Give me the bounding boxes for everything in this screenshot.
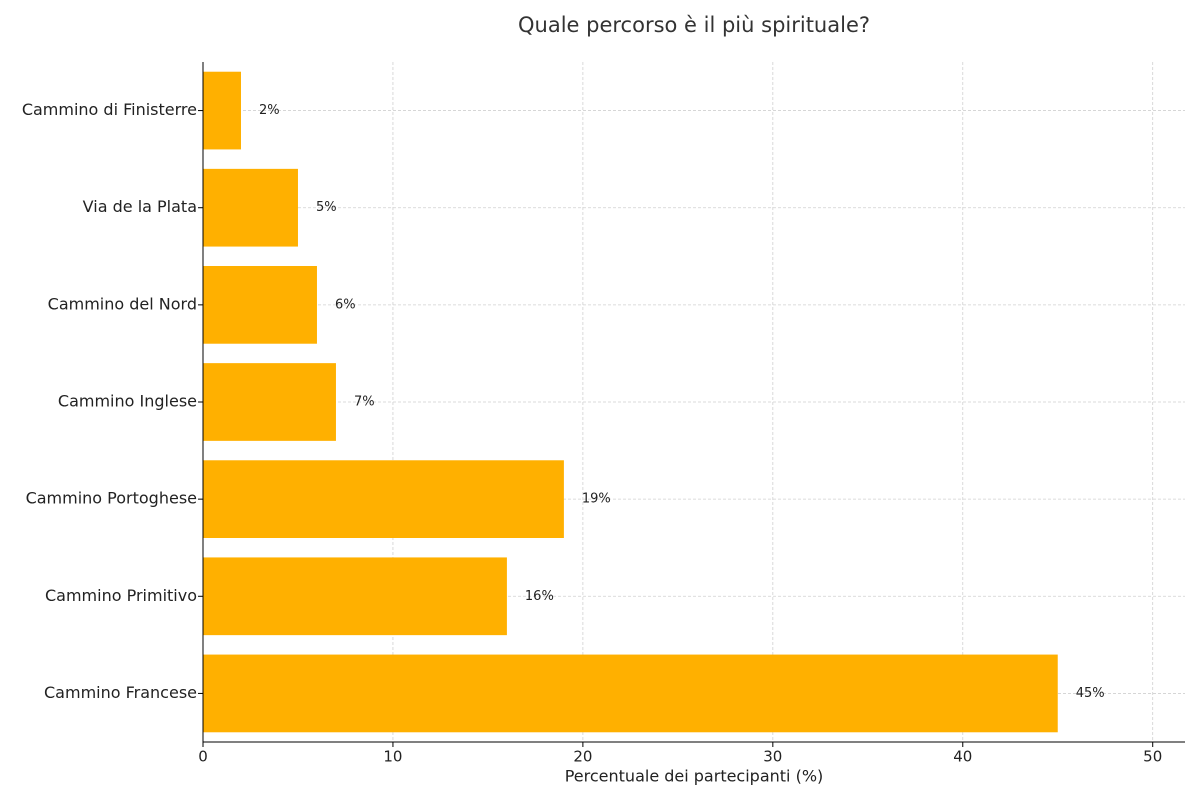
x-tick-label: 0 bbox=[198, 748, 208, 766]
chart-title: Quale percorso è il più spirituale? bbox=[518, 13, 870, 37]
x-tick-label: 20 bbox=[573, 748, 592, 766]
x-axis-label: Percentuale dei partecipanti (%) bbox=[565, 767, 824, 786]
y-tick-label: Via de la Plata bbox=[83, 197, 197, 216]
y-tick-label: Cammino di Finisterre bbox=[22, 100, 197, 119]
bar bbox=[203, 557, 507, 636]
y-tick-label: Cammino del Nord bbox=[48, 294, 197, 313]
bar bbox=[203, 363, 336, 441]
x-tick-label: 30 bbox=[763, 748, 782, 766]
bar bbox=[203, 460, 564, 538]
y-tick-label: Cammino Primitivo bbox=[45, 586, 197, 605]
x-tick-label: 10 bbox=[383, 748, 402, 766]
value-label: 6% bbox=[335, 297, 356, 312]
value-label: 16% bbox=[525, 589, 554, 604]
bar bbox=[203, 168, 298, 247]
x-tick-label: 50 bbox=[1143, 748, 1162, 766]
y-tick-label: Cammino Portoghese bbox=[26, 489, 197, 508]
bar bbox=[203, 71, 241, 150]
value-label: 19% bbox=[582, 492, 611, 507]
y-tick-label: Cammino Francese bbox=[44, 683, 197, 702]
x-tick-label: 40 bbox=[953, 748, 972, 766]
value-label: 45% bbox=[1076, 686, 1105, 701]
bar bbox=[203, 654, 1058, 733]
value-label: 2% bbox=[259, 103, 280, 118]
value-label: 7% bbox=[354, 395, 375, 410]
y-tick-label: Cammino Inglese bbox=[58, 392, 197, 411]
bar bbox=[203, 266, 317, 344]
value-label: 5% bbox=[316, 200, 337, 215]
